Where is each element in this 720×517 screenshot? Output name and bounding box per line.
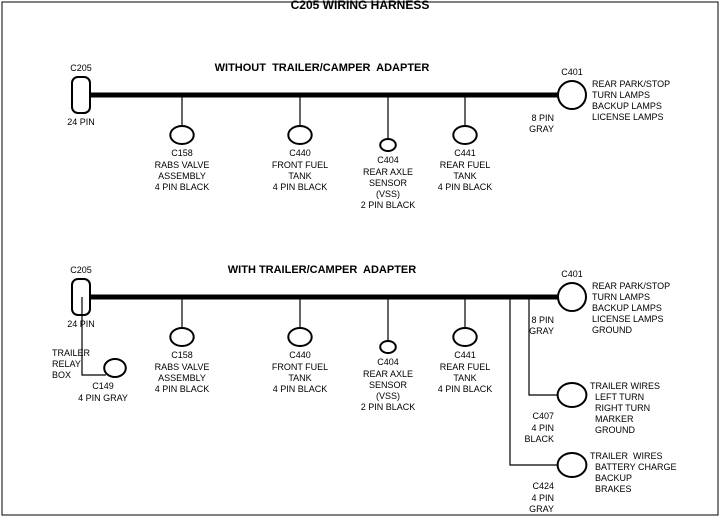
extra-pins: 4 PIN GRAY	[529, 493, 554, 515]
drop-code: C441	[454, 350, 476, 361]
drop-code: C404	[377, 155, 399, 166]
extra-code: C407	[532, 411, 554, 422]
connector-desc: REAR PARK/STOP TURN LAMPS BACKUP LAMPS L…	[592, 281, 670, 336]
drop-desc: RABS VALVE ASSEMBLY 4 PIN BLACK	[155, 160, 210, 193]
extra-desc: TRAILER WIRES BATTERY CHARGE BACKUP BRAK…	[590, 451, 677, 495]
drop-desc: REAR AXLE SENSOR (VSS) 2 PIN BLACK	[361, 167, 416, 211]
drop-code: C440	[289, 148, 311, 159]
connector-pins: 8 PIN GRAY	[529, 113, 554, 135]
section-subtitle: WITHOUT TRAILER/CAMPER ADAPTER	[215, 63, 430, 74]
connector-desc: REAR PARK/STOP TURN LAMPS BACKUP LAMPS L…	[592, 79, 670, 123]
connector-code: C401	[561, 269, 583, 280]
connector-pins: 8 PIN GRAY	[529, 315, 554, 337]
extra-desc: TRAILER WIRES LEFT TURN RIGHT TURN MARKE…	[590, 381, 660, 436]
extra-code: C149	[92, 381, 114, 392]
extra-pins: 4 PIN GRAY	[78, 393, 128, 404]
drop-desc: REAR FUEL TANK 4 PIN BLACK	[438, 160, 493, 193]
diagram-svg	[0, 0, 720, 517]
section-subtitle: WITH TRAILER/CAMPER ADAPTER	[228, 265, 416, 276]
drop-code: C440	[289, 350, 311, 361]
extra-side-label: TRAILER RELAY BOX	[52, 348, 90, 381]
drop-code: C441	[454, 148, 476, 159]
diagram-title: C205 WIRING HARNESS	[0, 0, 720, 11]
drop-desc: FRONT FUEL TANK 4 PIN BLACK	[272, 362, 328, 395]
drop-code: C158	[171, 148, 193, 159]
drop-desc: FRONT FUEL TANK 4 PIN BLACK	[272, 160, 328, 193]
connector-pins: 24 PIN	[67, 117, 95, 128]
wiring-diagram: { "title": "C205 WIRING HARNESS", "secti…	[0, 0, 720, 517]
connector-pins: 24 PIN	[67, 319, 95, 330]
extra-code: C424	[532, 481, 554, 492]
connector-code: C401	[561, 67, 583, 78]
drop-code: C404	[377, 357, 399, 368]
connector-code: C205	[70, 63, 92, 74]
connector-code: C205	[70, 265, 92, 276]
extra-pins: 4 PIN BLACK	[524, 423, 554, 445]
drop-desc: RABS VALVE ASSEMBLY 4 PIN BLACK	[155, 362, 210, 395]
drop-desc: REAR AXLE SENSOR (VSS) 2 PIN BLACK	[361, 369, 416, 413]
drop-code: C158	[171, 350, 193, 361]
drop-desc: REAR FUEL TANK 4 PIN BLACK	[438, 362, 493, 395]
